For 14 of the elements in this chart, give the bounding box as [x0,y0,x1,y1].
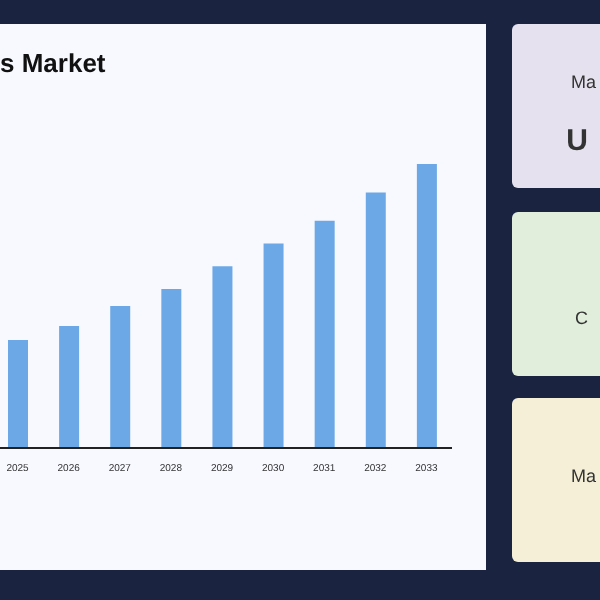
chart-title: s Market [0,48,106,78]
bar [212,266,233,448]
bar [59,325,80,448]
text: C [573,308,588,328]
bar [110,306,131,448]
bar [263,243,284,448]
bar [365,192,386,448]
text: Ma [568,466,596,486]
bar [8,340,28,448]
bar [161,288,182,448]
bar [416,164,437,448]
bar [314,220,335,448]
text: Ma [568,72,596,92]
text: U [564,124,588,158]
